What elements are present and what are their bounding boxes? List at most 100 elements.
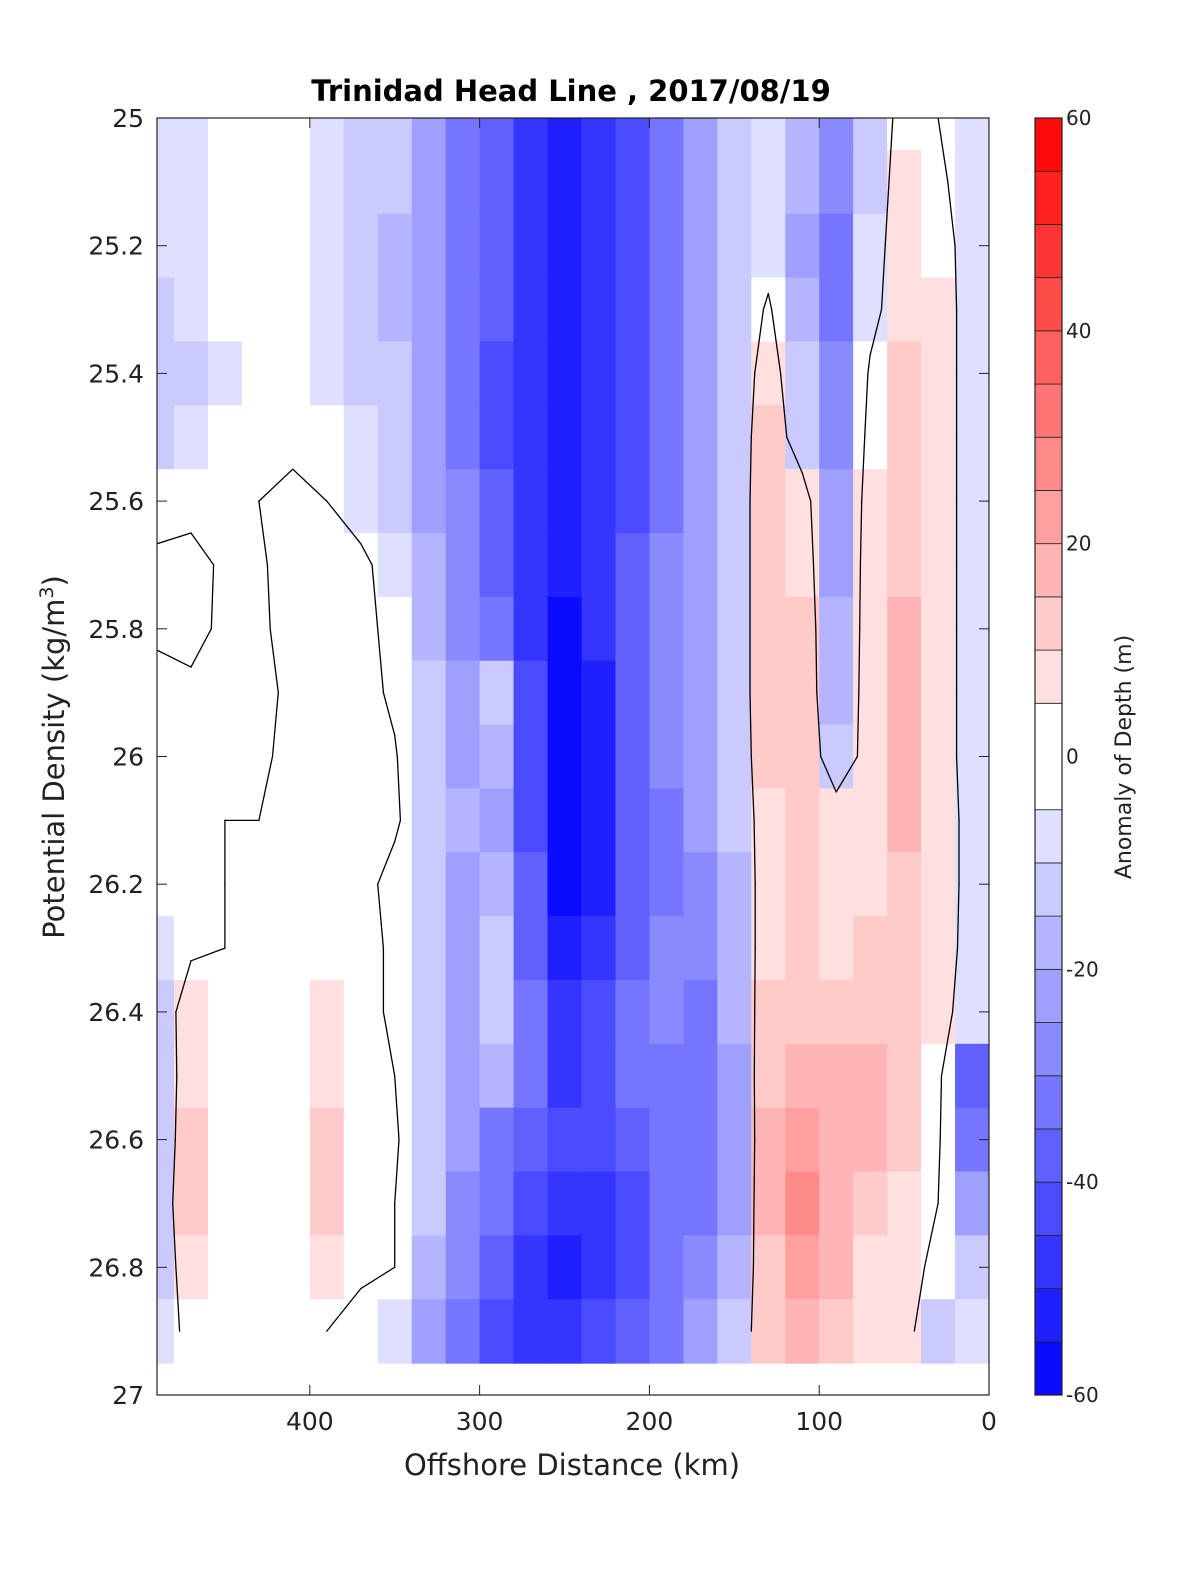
- heatmap-cell: [819, 1299, 854, 1364]
- heatmap-cell: [853, 852, 888, 917]
- y-axis-label-superscript: 3: [36, 586, 58, 598]
- y-tick-label: 25.6: [88, 487, 144, 516]
- heatmap-cell: [649, 852, 684, 917]
- heatmap-cell: [157, 1043, 175, 1109]
- heatmap-cell: [649, 405, 684, 470]
- heatmap-cell: [445, 788, 481, 853]
- heatmap-cell: [173, 149, 209, 215]
- heatmap-cell: [241, 916, 277, 981]
- heatmap-cell: [309, 405, 345, 470]
- contour-segment: [923, 1202, 939, 1268]
- heatmap-cell: [717, 469, 752, 534]
- heatmap-cell: [309, 341, 345, 406]
- heatmap-cell: [853, 916, 888, 981]
- colorbar-swatch: [1034, 1288, 1063, 1343]
- heatmap-cell: [445, 405, 481, 470]
- heatmap-cell: [445, 660, 481, 726]
- heatmap-cell: [479, 405, 515, 470]
- heatmap-cell: [955, 1043, 989, 1109]
- heatmap-cell: [479, 979, 515, 1045]
- heatmap-cell: [173, 1235, 209, 1300]
- heatmap-cell: [241, 1299, 277, 1364]
- heatmap-cell: [275, 469, 311, 534]
- colorbar-label: Anomaly of Depth (m): [1112, 635, 1137, 879]
- heatmap-cell: [615, 916, 651, 981]
- y-tick-label: 26.2: [88, 870, 144, 899]
- heatmap-cell: [785, 1107, 820, 1173]
- heatmap-cell: [853, 213, 888, 279]
- heatmap-cell: [683, 341, 718, 406]
- heatmap-cell: [207, 118, 243, 151]
- heatmap-cell: [173, 341, 209, 406]
- heatmap-cell: [157, 277, 175, 343]
- heatmap-cell: [615, 118, 651, 151]
- heatmap-cell: [717, 149, 752, 215]
- heatmap-cell: [717, 405, 752, 470]
- contour-segment: [292, 468, 328, 502]
- heatmap-cell: [343, 660, 379, 726]
- heatmap-cell: [921, 660, 956, 726]
- heatmap-cell: [343, 788, 379, 853]
- heatmap-cell: [241, 277, 277, 343]
- contour-segment: [888, 118, 894, 183]
- heatmap-cell: [309, 596, 345, 662]
- heatmap-cell: [853, 118, 888, 151]
- heatmap-cell: [241, 149, 277, 215]
- heatmap-cell: [785, 596, 820, 662]
- heatmap-cell: [309, 149, 345, 215]
- heatmap-cell: [717, 341, 752, 406]
- heatmap-cell: [615, 979, 651, 1045]
- y-tick-label: 26.4: [88, 998, 144, 1027]
- heatmap-cell: [819, 852, 854, 917]
- heatmap-cell: [649, 979, 684, 1045]
- contour-segment: [172, 1138, 176, 1205]
- heatmap-cell: [819, 1171, 854, 1236]
- heatmap-cell: [173, 852, 209, 917]
- colorbar-swatch: [1034, 702, 1063, 811]
- colorbar-swatches: [1034, 117, 1063, 1396]
- heatmap-cell: [479, 596, 515, 662]
- heatmap-cell: [275, 1043, 311, 1109]
- heatmap-cell: [785, 1043, 820, 1109]
- heatmap-cell: [513, 1299, 549, 1364]
- contour-segment: [258, 468, 294, 502]
- heatmap-cell: [921, 1299, 956, 1364]
- heatmap-cell: [513, 660, 549, 726]
- heatmap-cell: [581, 405, 617, 470]
- heatmap-cell: [853, 405, 888, 470]
- heatmap-cell: [547, 1043, 583, 1109]
- heatmap-cell: [819, 1235, 854, 1300]
- heatmap-cell: [751, 405, 786, 470]
- heatmap-cell: [479, 277, 515, 343]
- heatmap-cell: [581, 341, 617, 406]
- heatmap-cell: [853, 1043, 888, 1109]
- colorbar-swatch: [1034, 1181, 1063, 1236]
- heatmap-cell: [615, 213, 651, 279]
- heatmap-cell: [751, 916, 786, 981]
- heatmap-cell: [853, 979, 888, 1045]
- colorbar-swatch: [1034, 1128, 1063, 1183]
- colorbar-swatch: [1034, 330, 1063, 385]
- heatmap-cell: [785, 213, 820, 279]
- heatmap-cell: [547, 979, 583, 1045]
- heatmap-cell: [377, 1299, 413, 1364]
- heatmap-cell: [173, 118, 209, 151]
- heatmap-cell: [887, 405, 922, 470]
- contour-segment: [864, 372, 869, 438]
- heatmap-cell: [513, 1235, 549, 1300]
- heatmap-cell: [173, 405, 209, 470]
- heatmap-cell: [411, 213, 447, 279]
- heatmap-cell: [479, 469, 515, 534]
- heatmap-cell: [343, 149, 379, 215]
- contour-segment: [861, 436, 866, 502]
- y-tick-label: 25.2: [88, 232, 144, 261]
- y-axis-label: Potential Density (kg/m3): [36, 575, 71, 939]
- heatmap-cell: [717, 1299, 752, 1364]
- contour-segment: [174, 1075, 178, 1141]
- heatmap-cell: [649, 660, 684, 726]
- heatmap-cell: [173, 1107, 209, 1173]
- heatmap-cell: [955, 149, 989, 215]
- contour-segment: [382, 1011, 396, 1077]
- heatmap-cell: [309, 852, 345, 917]
